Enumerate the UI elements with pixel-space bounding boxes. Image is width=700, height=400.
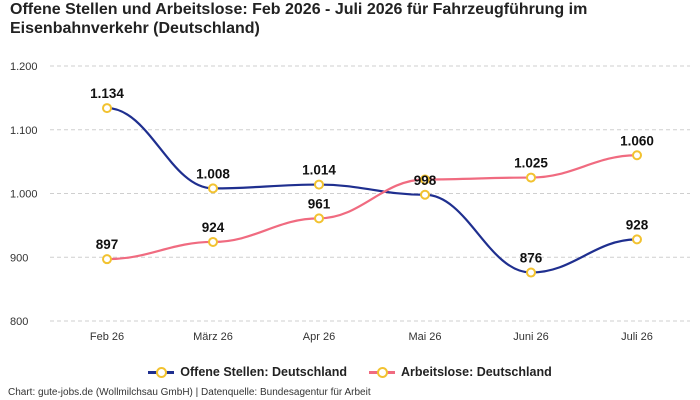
x-tick-label: Juli 26 xyxy=(621,331,653,343)
source-footer: Chart: gute-jobs.de (Wollmilchsau GmbH) … xyxy=(8,387,371,398)
y-tick-label: 1.100 xyxy=(10,125,38,137)
series-line-offene-stellen xyxy=(106,106,638,274)
data-point[interactable] xyxy=(632,150,642,161)
legend-swatch-offene-stellen xyxy=(148,365,175,379)
legend-label-arbeitslose: Arbeitslose: Deutschland xyxy=(400,365,552,379)
chart-title: Offene Stellen und Arbeitslose: Feb 2026… xyxy=(10,1,588,37)
x-tick-label: März 26 xyxy=(193,331,233,343)
data-label: 1.014 xyxy=(302,163,336,178)
data-point[interactable] xyxy=(420,174,430,185)
data-label: 1.025 xyxy=(514,156,548,171)
data-point[interactable] xyxy=(420,189,430,200)
grid-lines xyxy=(50,65,690,322)
x-tick-label: Apr 26 xyxy=(303,331,335,343)
y-tick-label: 1.000 xyxy=(10,189,38,201)
data-label: 897 xyxy=(96,237,119,252)
data-label: 928 xyxy=(626,217,649,232)
data-point[interactable] xyxy=(632,234,642,245)
legend: Offene Stellen: Deutschland Arbeitslose:… xyxy=(0,362,700,382)
series-markers xyxy=(102,103,642,278)
data-point[interactable] xyxy=(102,103,112,114)
x-tick-label: Feb 26 xyxy=(90,331,124,343)
x-tick-label: Mai 26 xyxy=(408,331,441,343)
series-lines xyxy=(106,106,638,274)
data-label: 876 xyxy=(520,251,543,266)
y-axis-ticks: 800 900 1.000 1.100 1.200 xyxy=(10,61,38,328)
data-point[interactable] xyxy=(526,267,536,278)
data-point[interactable] xyxy=(102,254,112,265)
data-label: 961 xyxy=(308,196,331,211)
data-label: 1.134 xyxy=(90,86,124,101)
legend-item-offene-stellen[interactable]: Offene Stellen: Deutschland xyxy=(148,362,347,382)
data-point[interactable] xyxy=(208,236,218,247)
data-label: 1.008 xyxy=(196,166,230,181)
data-label: 998 xyxy=(414,173,437,188)
y-tick-label: 800 xyxy=(10,316,28,328)
series-line-arbeitslose xyxy=(106,154,638,261)
data-point[interactable] xyxy=(314,179,324,190)
x-tick-label: Juni 26 xyxy=(513,331,548,343)
y-tick-label: 1.200 xyxy=(10,61,38,73)
legend-item-arbeitslose[interactable]: Arbeitslose: Deutschland xyxy=(368,362,552,382)
data-point[interactable] xyxy=(526,172,536,183)
legend-swatch-arbeitslose xyxy=(368,365,395,379)
data-point[interactable] xyxy=(208,183,218,194)
y-tick-label: 900 xyxy=(10,252,28,264)
data-label: 924 xyxy=(202,220,225,235)
x-axis-ticks: Feb 26 März 26 Apr 26 Mai 26 Juni 26 Juli 26 xyxy=(90,331,653,343)
data-labels: 1.134 1.008 1.014 998 876 928 897 924 961 1.025 1.… xyxy=(90,86,654,265)
data-label: 1.060 xyxy=(620,133,654,148)
data-point[interactable] xyxy=(314,213,324,224)
legend-label-offene-stellen: Offene Stellen: Deutschland xyxy=(180,365,347,379)
